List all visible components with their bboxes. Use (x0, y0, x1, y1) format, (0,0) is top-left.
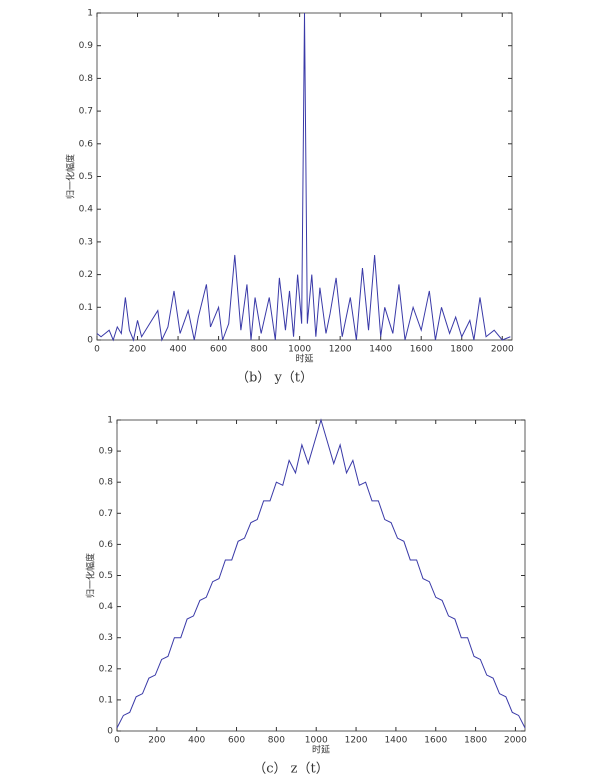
y-tick-label: 0.5 (79, 172, 93, 182)
x-tick-label: 1600 (410, 345, 433, 355)
y-tick-label: 1 (107, 416, 113, 426)
x-tick-label: 600 (210, 345, 227, 355)
y-tick-label: 0.1 (99, 695, 113, 705)
line (96, 12, 511, 342)
y-axis-label: 归一化幅度 (65, 154, 77, 199)
x-tick-label: 0 (114, 736, 120, 746)
y-tick-label: 0.9 (79, 41, 94, 51)
y-tick-label: 0.1 (79, 303, 93, 313)
x-tick-label: 1600 (424, 736, 447, 746)
y-tick-label: 0.5 (99, 571, 113, 581)
x-tick-label: 200 (148, 736, 165, 746)
x-tick-label: 2000 (491, 345, 514, 355)
x-tick-label: 1200 (329, 345, 352, 355)
y-tick-label: 0.4 (99, 602, 114, 612)
y-tick-label: 0 (107, 727, 113, 737)
x-tick-label: 600 (228, 736, 245, 746)
x-axis-label: 时延 (312, 744, 330, 756)
y-tick-label: 0.3 (99, 633, 113, 643)
x-tick-label: 200 (129, 345, 146, 355)
y-tick-label: 0.2 (99, 664, 113, 674)
y-tick-label: 0.2 (79, 270, 93, 280)
y-tick-label: 0.3 (79, 237, 93, 247)
x-tick-label: 800 (268, 736, 285, 746)
line (116, 418, 526, 729)
x-tick-label: 1800 (450, 345, 473, 355)
x-tick-label: 1000 (305, 736, 328, 746)
x-tick-label: 800 (251, 345, 268, 355)
x-tick-label: 1400 (384, 736, 407, 746)
y-tick-label: 0.8 (79, 74, 94, 84)
y-tick-label: 0.9 (99, 447, 114, 457)
y-axis-label: 归一化幅度 (85, 553, 97, 598)
y-tick-label: 0 (87, 336, 93, 346)
x-tick-label: 1400 (369, 345, 392, 355)
y-tick-label: 0.7 (99, 509, 113, 519)
x-tick-label: 2000 (504, 736, 527, 746)
x-tick-label: 1200 (345, 736, 368, 746)
x-tick-label: 1800 (464, 736, 487, 746)
caption: （b） y（t） (236, 371, 313, 386)
x-tick-label: 400 (188, 736, 205, 746)
y-tick-label: 0.4 (79, 205, 94, 215)
y-tick-label: 0.7 (79, 107, 93, 117)
x-axis-label: 时延 (295, 353, 313, 365)
plot-frame (116, 419, 526, 732)
x-tick-label: 0 (94, 345, 100, 355)
caption: （c） z（t） (253, 762, 329, 777)
y-tick-label: 0.8 (99, 478, 114, 488)
y-tick-label: 1 (87, 9, 93, 19)
x-tick-label: 400 (169, 345, 186, 355)
y-tick-label: 0.6 (99, 540, 114, 550)
x-tick-label: 1000 (288, 345, 311, 355)
y-tick-label: 0.6 (79, 139, 94, 149)
